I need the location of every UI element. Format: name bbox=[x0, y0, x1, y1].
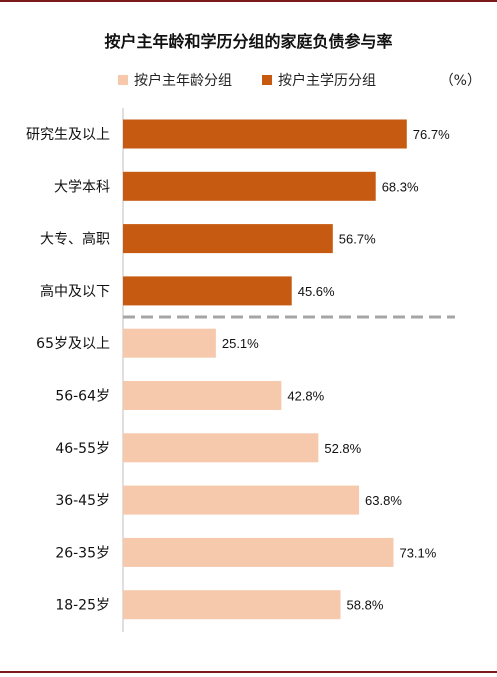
category-label: 36-45岁 bbox=[55, 493, 110, 509]
bar bbox=[123, 537, 394, 567]
value-label: 58.8% bbox=[347, 598, 384, 613]
legend-item-age: 按户主年龄分组 bbox=[118, 70, 232, 90]
bottom-border-rule bbox=[0, 671, 497, 673]
category-label: 56-64岁 bbox=[55, 389, 110, 405]
bar bbox=[123, 590, 341, 620]
category-label: 18-25岁 bbox=[55, 598, 110, 614]
value-label: 52.8% bbox=[324, 441, 361, 456]
bar bbox=[123, 276, 292, 306]
category-label: 大学本科 bbox=[54, 179, 110, 195]
legend-swatch-education bbox=[262, 75, 272, 85]
bar bbox=[123, 171, 376, 201]
bar bbox=[123, 485, 360, 515]
category-label: 高中及以下 bbox=[40, 283, 110, 300]
value-label: 63.8% bbox=[365, 493, 402, 508]
value-label: 73.1% bbox=[399, 545, 436, 560]
category-label: 大专、高职 bbox=[40, 231, 110, 248]
category-label: 26-35岁 bbox=[55, 545, 110, 561]
category-label: 65岁及以上 bbox=[36, 336, 110, 352]
category-label: 研究生及以上 bbox=[26, 127, 110, 143]
unit-label: （%） bbox=[439, 73, 481, 89]
value-label: 56.7% bbox=[339, 232, 376, 247]
bar bbox=[123, 224, 333, 254]
legend-label-education: 按户主学历分组 bbox=[278, 73, 376, 89]
bar bbox=[123, 328, 216, 358]
value-label: 25.1% bbox=[222, 336, 259, 351]
value-label: 68.3% bbox=[382, 179, 419, 194]
value-label: 76.7% bbox=[413, 127, 450, 142]
category-label: 46-55岁 bbox=[55, 441, 110, 457]
bar bbox=[123, 119, 407, 149]
bar bbox=[123, 381, 282, 410]
legend-swatch-age bbox=[118, 75, 128, 85]
chart-legend: 按户主年龄分组 按户主学历分组 （%） bbox=[0, 70, 497, 90]
top-border-rule bbox=[0, 0, 497, 2]
value-label: 45.6% bbox=[298, 284, 335, 299]
legend-item-education: 按户主学历分组 bbox=[262, 70, 376, 90]
chart-title: 按户主年龄和学历分组的家庭负债参与率 bbox=[104, 32, 393, 51]
legend-label-age: 按户主年龄分组 bbox=[134, 73, 232, 89]
value-label: 42.8% bbox=[287, 389, 324, 404]
bar bbox=[123, 433, 319, 463]
